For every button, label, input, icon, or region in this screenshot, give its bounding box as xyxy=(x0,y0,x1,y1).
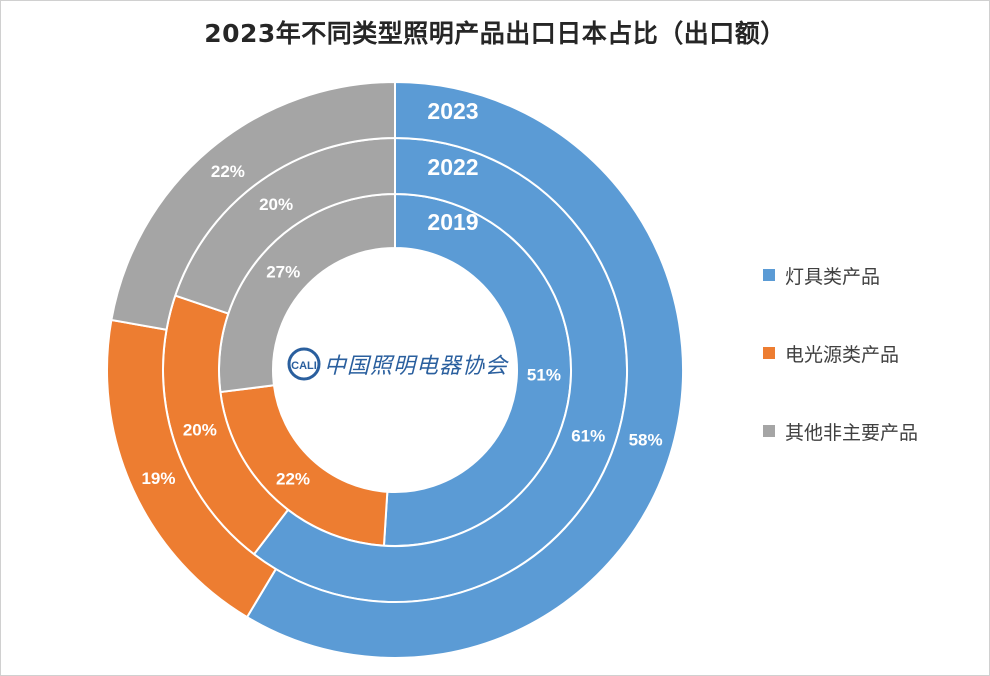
data-label-2023-2: 22% xyxy=(211,162,245,181)
legend-item-1: 电光源类产品 xyxy=(763,340,918,366)
legend-swatch-2 xyxy=(763,425,775,437)
legend: 灯具类产品电光源类产品 其他非主要产品 xyxy=(763,262,918,496)
data-label-2022-0: 61% xyxy=(571,426,605,445)
logo-text: 中国照明电器协会 xyxy=(324,354,509,379)
data-label-2022-1: 20% xyxy=(183,420,217,439)
data-label-2019-0: 51% xyxy=(527,366,561,385)
series-label-2022: 2022 xyxy=(427,154,478,180)
legend-item-0: 灯具类产品 xyxy=(763,262,918,288)
chart-title: 2023年不同类型照明产品出口日本占比（出口额） xyxy=(204,19,786,48)
legend-swatch-0 xyxy=(763,269,775,281)
slice-2023-2 xyxy=(110,80,396,331)
legend-item-2: 其他非主要产品 xyxy=(763,418,918,444)
data-label-2019-2: 27% xyxy=(266,262,300,281)
series-label-2019: 2019 xyxy=(427,209,478,235)
data-label-2022-2: 20% xyxy=(259,195,293,214)
legend-label-0: 灯具类产品 xyxy=(785,265,881,288)
data-label-2023-0: 58% xyxy=(629,430,663,449)
legend-label-1: 电光源类产品 xyxy=(785,343,900,366)
legend-swatch-1 xyxy=(763,347,775,359)
legend-label-2: 其他非主要产品 xyxy=(785,421,919,444)
slice-2023-0 xyxy=(245,80,685,659)
series-label-2023: 2023 xyxy=(427,98,478,124)
cali-logo-icon: CALI xyxy=(287,347,321,381)
logo-mark-text: CALI xyxy=(291,360,317,372)
data-label-2019-1: 22% xyxy=(276,470,310,489)
logo: CALI 中国照明电器协会 xyxy=(286,346,508,382)
data-label-2023-1: 19% xyxy=(141,469,175,488)
